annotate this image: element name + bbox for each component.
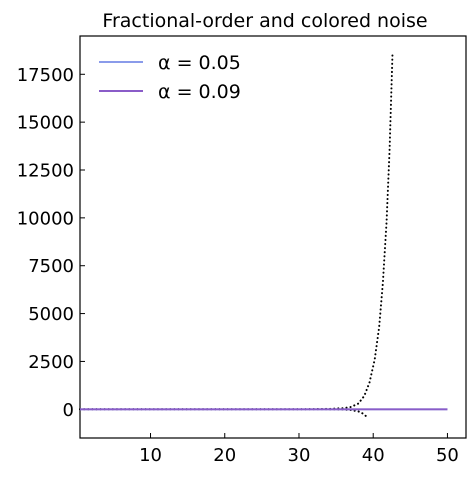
x-axis: 10 20 30 40 50 <box>139 433 459 466</box>
y-tick-label: 10000 <box>17 208 74 229</box>
x-tick-label: 20 <box>213 445 236 466</box>
legend: α = 0.05 α = 0.09 <box>99 52 241 103</box>
y-axis: 0 2500 5000 7500 10000 12500 15000 17500 <box>17 65 85 421</box>
x-tick-label: 30 <box>288 445 311 466</box>
plot-frame <box>79 35 467 439</box>
x-tick-label: 50 <box>436 445 459 466</box>
y-tick-label: 7500 <box>28 256 74 277</box>
legend-label: α = 0.09 <box>158 81 241 103</box>
series-line-reference-growth <box>79 52 394 411</box>
y-tick-label: 17500 <box>17 65 74 86</box>
y-tick-label: 2500 <box>28 352 74 373</box>
y-tick-label: 15000 <box>17 113 74 134</box>
chart-title: Fractional-order and colored noise <box>102 10 427 32</box>
legend-label: α = 0.05 <box>158 52 241 74</box>
y-tick-label: 12500 <box>17 161 74 182</box>
series-line-reference-decay <box>79 408 368 418</box>
x-tick-label: 40 <box>362 445 385 466</box>
series-layer <box>79 52 448 418</box>
x-tick-label: 10 <box>139 445 162 466</box>
y-tick-label: 0 <box>63 400 74 421</box>
y-tick-label: 5000 <box>28 304 74 325</box>
